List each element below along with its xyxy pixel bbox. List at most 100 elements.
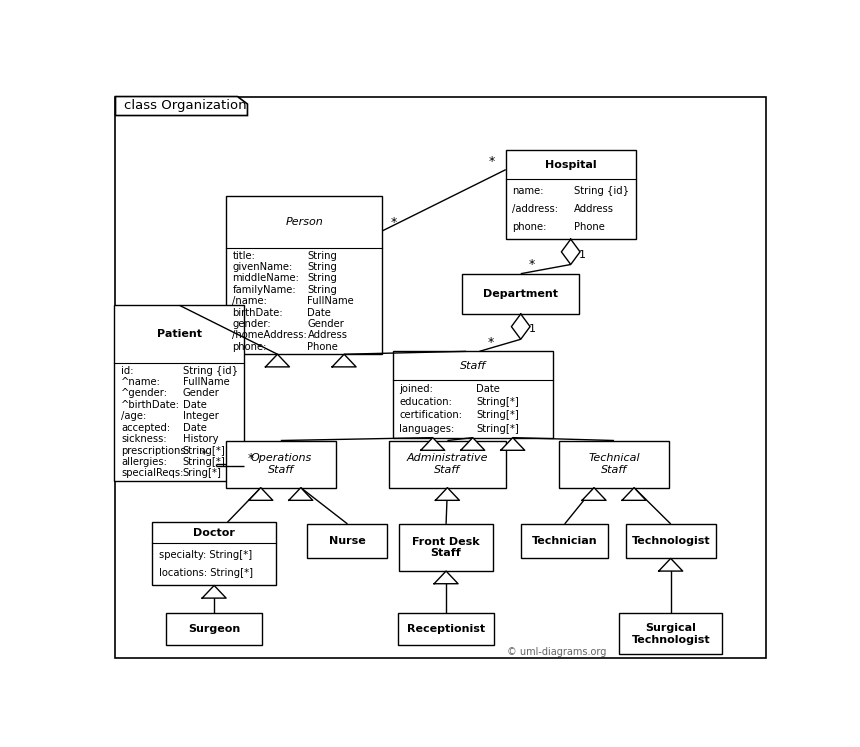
Polygon shape	[202, 586, 226, 598]
Text: FullName: FullName	[308, 297, 354, 306]
Text: Address: Address	[574, 205, 614, 214]
Text: String {id}: String {id}	[183, 365, 238, 376]
Bar	[166, 613, 262, 645]
Text: Date: Date	[308, 308, 331, 317]
Polygon shape	[266, 354, 290, 367]
Text: History: History	[183, 434, 218, 444]
Text: Hospital: Hospital	[545, 160, 597, 170]
Text: String: String	[308, 285, 337, 295]
Text: 1: 1	[529, 324, 536, 335]
Polygon shape	[289, 488, 313, 500]
Polygon shape	[115, 96, 248, 116]
Text: String: String	[308, 251, 337, 261]
Text: name:: name:	[513, 186, 544, 196]
Text: String[*]: String[*]	[476, 410, 519, 421]
Polygon shape	[332, 354, 356, 367]
Text: String[*]: String[*]	[183, 445, 225, 456]
Bar	[398, 613, 494, 645]
Polygon shape	[562, 239, 580, 264]
Bar	[626, 524, 716, 559]
Text: phone:: phone:	[513, 223, 547, 232]
Text: *: *	[248, 452, 254, 465]
Text: *: *	[529, 258, 535, 271]
Polygon shape	[659, 559, 683, 571]
Text: Date: Date	[183, 400, 206, 410]
Text: Date: Date	[183, 423, 206, 433]
Polygon shape	[249, 488, 273, 500]
Polygon shape	[461, 438, 485, 450]
Bar	[152, 522, 276, 586]
Text: ^birthDate:: ^birthDate:	[121, 400, 180, 410]
Text: Operations
Staff: Operations Staff	[250, 453, 311, 475]
Text: Gender: Gender	[308, 319, 344, 329]
Text: Receptionist: Receptionist	[407, 624, 485, 634]
Text: Technologist: Technologist	[631, 536, 710, 546]
Text: id:: id:	[121, 365, 133, 376]
Bar	[389, 441, 506, 488]
Text: Doctor: Doctor	[194, 527, 235, 538]
Text: birthDate:: birthDate:	[232, 308, 283, 317]
Polygon shape	[501, 438, 525, 450]
Text: prescriptions:: prescriptions:	[121, 445, 189, 456]
Bar	[619, 613, 722, 654]
Text: education:: education:	[399, 397, 452, 407]
Text: /address:: /address:	[513, 205, 558, 214]
Text: /homeAddress:: /homeAddress:	[232, 330, 307, 341]
Text: languages:: languages:	[399, 424, 455, 434]
Text: *: *	[390, 216, 396, 229]
Text: Phone: Phone	[574, 223, 605, 232]
Text: /name:: /name:	[232, 297, 267, 306]
Text: String: String	[308, 262, 337, 272]
Text: Date: Date	[476, 383, 500, 394]
Polygon shape	[421, 438, 445, 450]
Bar	[226, 441, 335, 488]
Text: Front Desk
Staff: Front Desk Staff	[412, 536, 480, 558]
Text: sickness:: sickness:	[121, 434, 167, 444]
Text: gender:: gender:	[232, 319, 271, 329]
Bar	[308, 524, 387, 559]
Text: Staff: Staff	[460, 361, 486, 371]
Polygon shape	[622, 488, 646, 500]
Text: familyName:: familyName:	[232, 285, 296, 295]
Text: Integer: Integer	[183, 412, 218, 421]
Text: /age:: /age:	[121, 412, 146, 421]
Bar	[463, 273, 579, 314]
Text: Surgical
Technologist: Surgical Technologist	[631, 623, 710, 645]
Text: Gender: Gender	[183, 388, 219, 398]
Text: © uml-diagrams.org: © uml-diagrams.org	[507, 647, 607, 657]
Text: allergies:: allergies:	[121, 457, 167, 467]
Text: Sring[*]: Sring[*]	[183, 468, 222, 478]
Text: *: *	[201, 448, 207, 462]
Text: String[*]: String[*]	[183, 457, 225, 467]
Text: Person: Person	[286, 217, 323, 227]
Text: *: *	[489, 155, 495, 168]
Bar	[226, 196, 383, 354]
Polygon shape	[582, 488, 606, 500]
Bar	[393, 351, 553, 438]
Text: FullName: FullName	[183, 377, 230, 387]
Text: title:: title:	[232, 251, 255, 261]
Text: certification:: certification:	[399, 410, 463, 421]
Text: middleName:: middleName:	[232, 273, 299, 283]
Text: ^gender:: ^gender:	[121, 388, 169, 398]
Text: Technical
Staff: Technical Staff	[588, 453, 640, 475]
Polygon shape	[512, 314, 530, 339]
Bar	[114, 306, 244, 481]
Text: *: *	[488, 335, 494, 349]
Text: Address: Address	[308, 330, 347, 341]
Text: Surgeon: Surgeon	[188, 624, 240, 634]
Text: phone:: phone:	[232, 342, 267, 352]
Polygon shape	[434, 571, 458, 583]
Text: String[*]: String[*]	[476, 424, 519, 434]
Text: Patient: Patient	[157, 329, 202, 339]
Bar	[506, 150, 636, 239]
Text: Phone: Phone	[308, 342, 338, 352]
Text: locations: String[*]: locations: String[*]	[159, 568, 253, 578]
Text: specialty: String[*]: specialty: String[*]	[159, 550, 252, 560]
Polygon shape	[435, 488, 459, 500]
Text: String[*]: String[*]	[476, 397, 519, 407]
Bar	[559, 441, 669, 488]
Text: specialReqs:: specialReqs:	[121, 468, 183, 478]
Text: joined:: joined:	[399, 383, 433, 394]
Text: ^name:: ^name:	[121, 377, 161, 387]
